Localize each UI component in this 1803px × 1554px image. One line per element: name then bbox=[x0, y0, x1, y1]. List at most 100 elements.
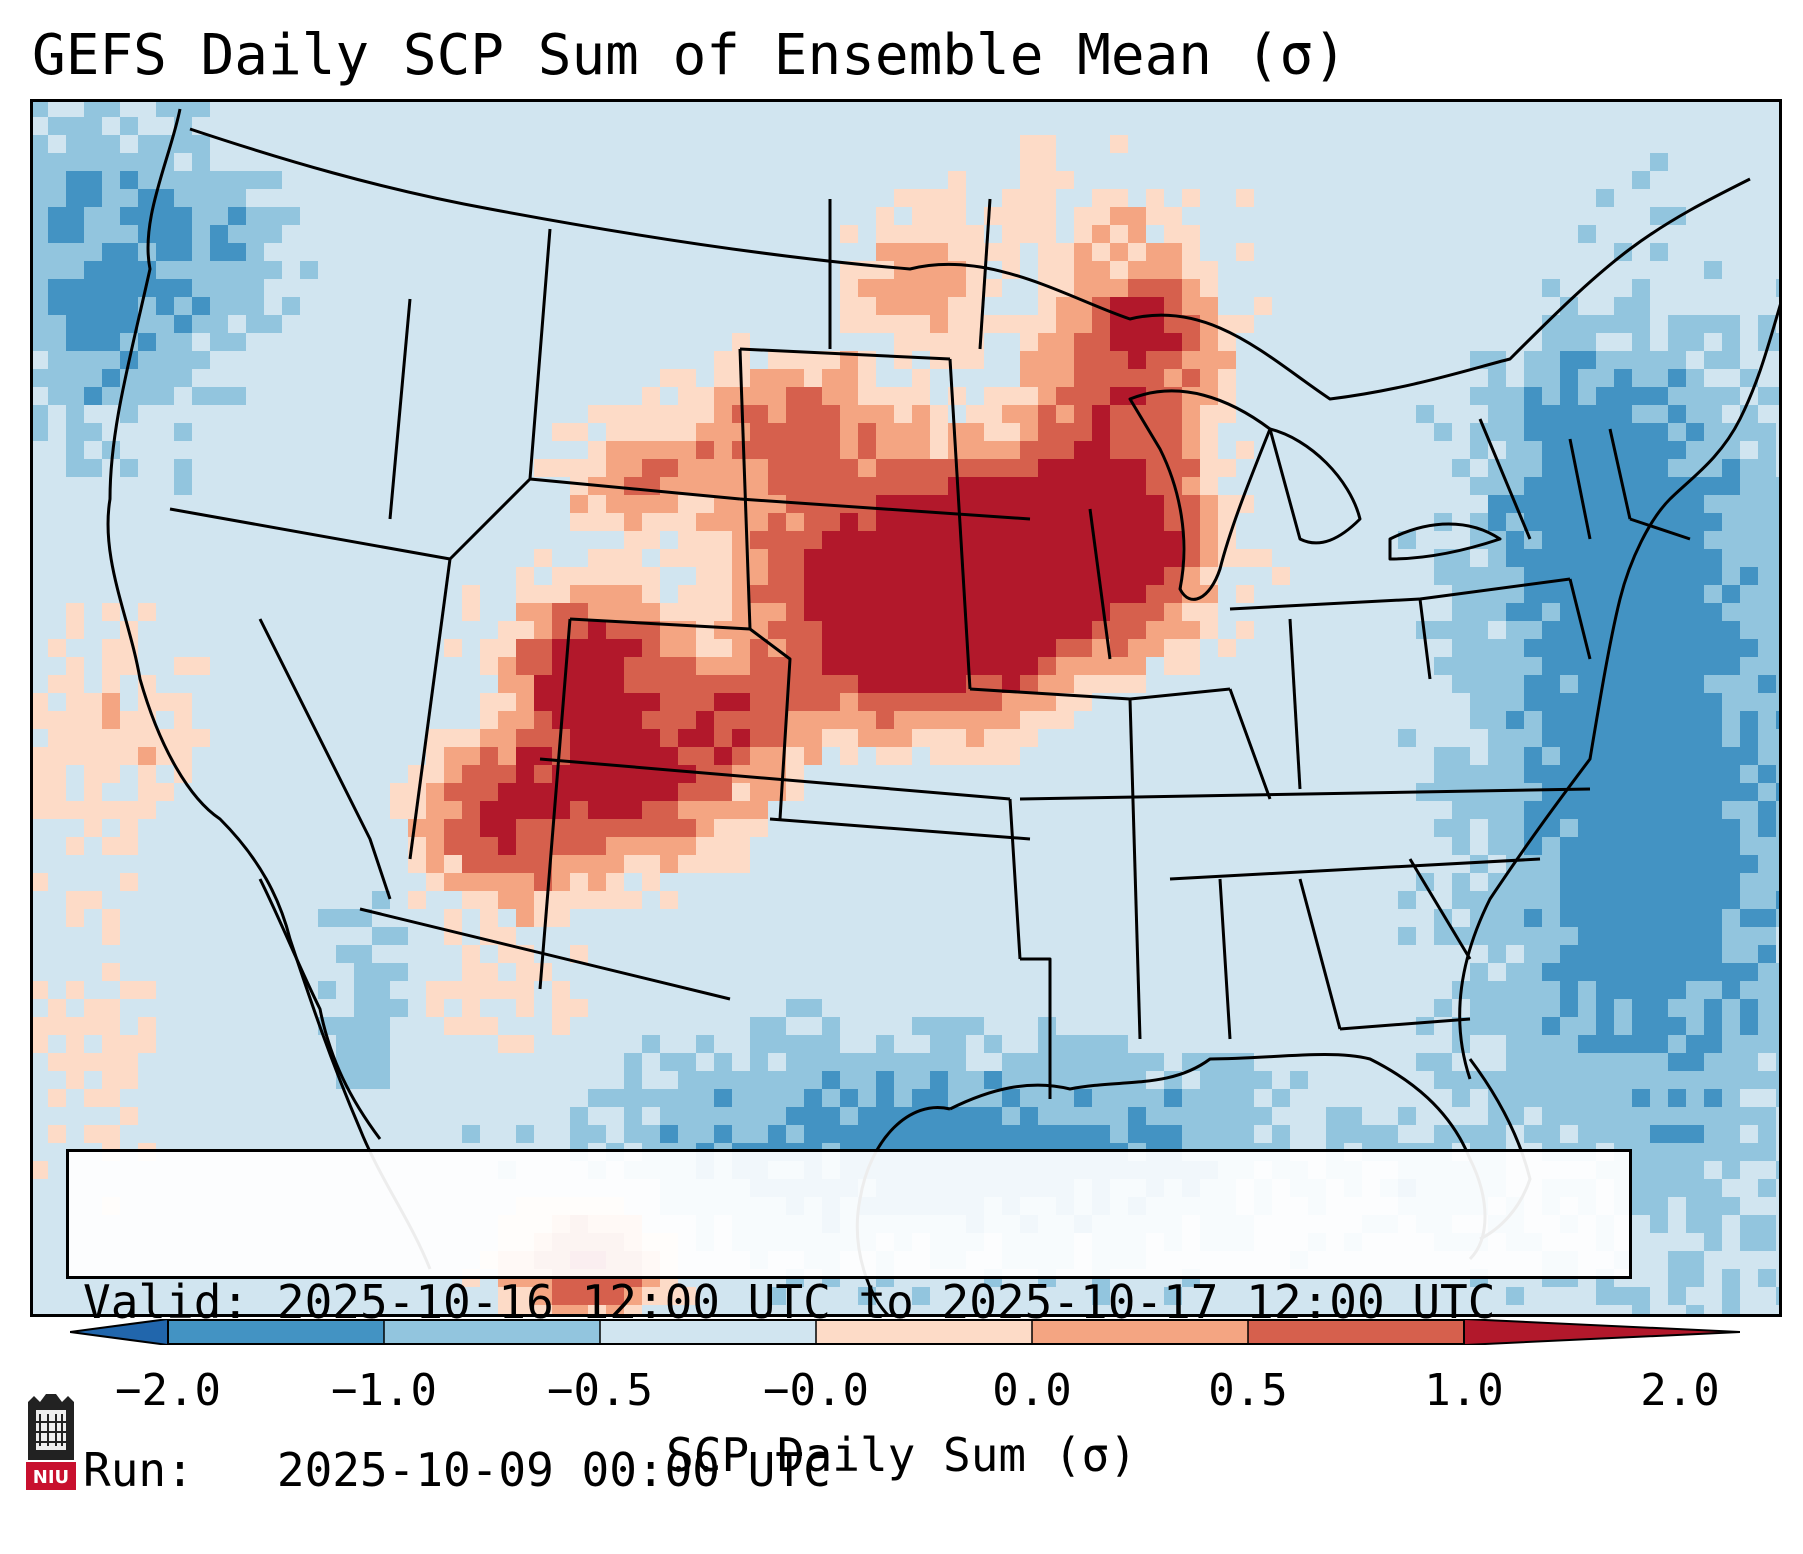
field-cell bbox=[1758, 567, 1776, 585]
field-cell bbox=[1542, 405, 1560, 423]
boundary-line bbox=[1478, 418, 1532, 540]
field-cell bbox=[1740, 747, 1758, 765]
field-cell bbox=[174, 135, 192, 153]
field-cell bbox=[192, 387, 210, 405]
field-cell bbox=[1146, 279, 1164, 297]
field-cell bbox=[1740, 1143, 1758, 1161]
field-cell bbox=[696, 441, 714, 459]
field-cell bbox=[660, 837, 678, 855]
field-cell bbox=[1488, 711, 1506, 729]
field-cell bbox=[102, 189, 120, 207]
field-cell bbox=[66, 693, 84, 711]
field-cell bbox=[1632, 873, 1650, 891]
field-cell bbox=[552, 585, 570, 603]
field-cell bbox=[840, 387, 858, 405]
field-cell bbox=[1056, 261, 1074, 279]
field-cell bbox=[1020, 531, 1038, 549]
field-cell bbox=[1614, 657, 1632, 675]
field-cell bbox=[624, 819, 642, 837]
field-cell bbox=[1650, 657, 1668, 675]
field-cell bbox=[480, 981, 498, 999]
field-cell bbox=[948, 225, 966, 243]
field-cell bbox=[1614, 729, 1632, 747]
field-cell bbox=[1524, 567, 1542, 585]
field-cell bbox=[678, 405, 696, 423]
field-cell bbox=[948, 603, 966, 621]
field-cell bbox=[948, 1053, 966, 1071]
field-cell bbox=[30, 711, 48, 729]
field-cell bbox=[588, 711, 606, 729]
field-cell bbox=[1542, 441, 1560, 459]
field-cell bbox=[858, 279, 876, 297]
field-cell bbox=[120, 405, 138, 423]
field-cell bbox=[804, 999, 822, 1017]
field-cell bbox=[1686, 729, 1704, 747]
field-cell bbox=[1254, 1071, 1272, 1089]
field-cell bbox=[1542, 783, 1560, 801]
field-cell bbox=[678, 1125, 696, 1143]
field-cell bbox=[642, 819, 660, 837]
field-cell bbox=[1596, 729, 1614, 747]
field-cell bbox=[840, 261, 858, 279]
field-cell bbox=[588, 459, 606, 477]
field-cell bbox=[606, 693, 624, 711]
field-cell bbox=[624, 513, 642, 531]
field-cell bbox=[1596, 873, 1614, 891]
field-cell bbox=[1002, 693, 1020, 711]
field-cell bbox=[102, 909, 120, 927]
field-cell bbox=[1020, 333, 1038, 351]
field-cell bbox=[1128, 513, 1146, 531]
field-cell bbox=[1614, 837, 1632, 855]
field-cell bbox=[714, 405, 732, 423]
field-cell bbox=[660, 765, 678, 783]
field-cell bbox=[1560, 513, 1578, 531]
field-cell bbox=[1218, 1053, 1236, 1071]
field-cell bbox=[966, 225, 984, 243]
field-cell bbox=[894, 459, 912, 477]
field-cell bbox=[678, 765, 696, 783]
field-cell bbox=[480, 855, 498, 873]
field-cell bbox=[1326, 1107, 1344, 1125]
field-cell bbox=[1506, 729, 1524, 747]
field-cell bbox=[1074, 1107, 1092, 1125]
field-cell bbox=[912, 423, 930, 441]
field-cell bbox=[138, 333, 156, 351]
field-cell bbox=[1668, 1107, 1686, 1125]
field-cell bbox=[534, 729, 552, 747]
field-cell bbox=[768, 1287, 786, 1305]
field-cell bbox=[714, 711, 732, 729]
field-cell bbox=[1578, 585, 1596, 603]
field-cell bbox=[1650, 1089, 1668, 1107]
field-cell bbox=[1686, 405, 1704, 423]
field-cell bbox=[1704, 693, 1722, 711]
boundary-line bbox=[1128, 698, 1142, 1040]
field-cell bbox=[1146, 315, 1164, 333]
field-cell bbox=[1110, 1053, 1128, 1071]
field-cell bbox=[516, 873, 534, 891]
field-cell bbox=[1506, 621, 1524, 639]
field-cell bbox=[246, 279, 264, 297]
field-cell bbox=[1542, 981, 1560, 999]
field-cell bbox=[1092, 1125, 1110, 1143]
field-cell bbox=[1092, 261, 1110, 279]
field-cell bbox=[822, 1089, 840, 1107]
field-cell bbox=[1596, 513, 1614, 531]
field-cell bbox=[138, 387, 156, 405]
field-cell bbox=[966, 297, 984, 315]
field-cell bbox=[1686, 945, 1704, 963]
field-cell bbox=[1164, 351, 1182, 369]
field-cell bbox=[930, 207, 948, 225]
field-cell bbox=[1182, 441, 1200, 459]
field-cell bbox=[642, 837, 660, 855]
field-cell bbox=[948, 1017, 966, 1035]
field-cell bbox=[858, 441, 876, 459]
field-cell bbox=[1632, 1179, 1650, 1197]
field-cell bbox=[1164, 423, 1182, 441]
field-cell bbox=[858, 711, 876, 729]
field-cell bbox=[1578, 963, 1596, 981]
field-cell bbox=[1542, 657, 1560, 675]
field-cell bbox=[966, 459, 984, 477]
field-cell bbox=[1668, 459, 1686, 477]
field-cell bbox=[1596, 1287, 1614, 1305]
boundary-line bbox=[948, 358, 972, 690]
